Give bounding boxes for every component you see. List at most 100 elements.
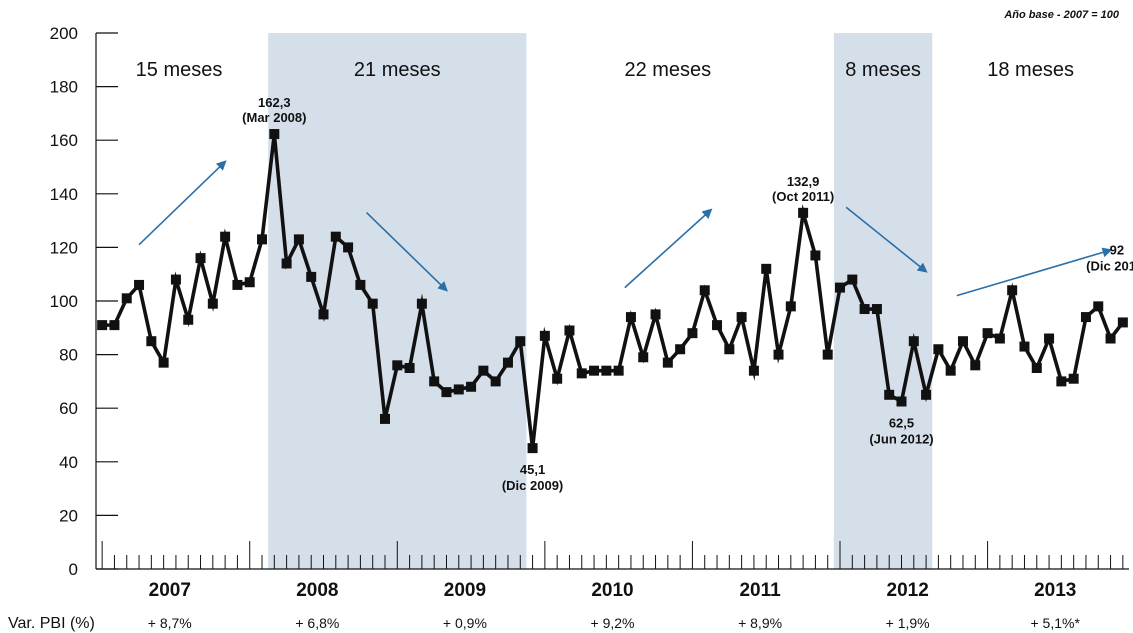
data-point-16 (293, 234, 304, 245)
data-point-35 (527, 443, 538, 454)
data-point-50 (712, 320, 723, 331)
axes: 0 20 40 60 80 100 120 140 160 180 200 2007 2008 2009 2… (50, 24, 1129, 601)
year-label-2008: 2008 (296, 580, 338, 601)
pbi-row-label: Var. PBI (%) (8, 615, 95, 632)
data-point-76 (1031, 363, 1042, 373)
data-point-70 (957, 336, 968, 347)
data-point-73 (994, 333, 1005, 344)
data-point-58 (810, 250, 821, 261)
trend-arrow-3 (624, 208, 713, 289)
y-tick-label-80: 80 (59, 346, 78, 365)
data-point-23 (379, 413, 390, 424)
pbi-value-2012: + 1,9% (886, 615, 930, 631)
year-label-2012: 2012 (887, 580, 929, 601)
data-point-2 (121, 293, 132, 304)
data-point-75 (1019, 341, 1030, 352)
y-tick-label-0: 0 (69, 560, 78, 579)
data-point-11 (232, 279, 243, 290)
data-point-65 (896, 396, 907, 407)
data-point-12 (244, 277, 255, 288)
data-point-41 (601, 365, 612, 376)
data-point-21 (355, 279, 366, 290)
y-tick-label-100: 100 (50, 292, 78, 311)
data-point-69 (945, 365, 956, 376)
year-label-2007: 2007 (149, 580, 191, 601)
data-point-28 (441, 387, 452, 398)
y-tick-label-40: 40 (59, 453, 78, 472)
shaded-periods (268, 33, 933, 569)
year-label-2011: 2011 (739, 580, 781, 601)
data-point-53 (748, 365, 759, 376)
shaded-period-1 (268, 33, 527, 569)
data-point-25 (404, 363, 415, 373)
data-point-13 (257, 234, 268, 245)
series-line (97, 129, 1128, 454)
data-point-52 (736, 312, 747, 323)
data-point-71 (970, 360, 981, 371)
data-point-61 (847, 274, 858, 285)
data-point-79 (1068, 373, 1079, 384)
data-point-6 (170, 274, 181, 285)
pbi-value-2013: + 5,1%* (1030, 615, 1080, 631)
data-point-15 (281, 258, 292, 269)
year-label-2009: 2009 (444, 580, 486, 601)
phase-label-2: 21 meses (354, 59, 441, 81)
annotation-date-4: (Jun 2012) (869, 432, 933, 447)
data-point-36 (539, 330, 550, 341)
data-point-49 (699, 285, 710, 296)
annotation-date-5: (Dic 2013) (1086, 258, 1133, 273)
data-point-63 (871, 304, 882, 315)
trend-arrow-2 (365, 211, 448, 292)
data-point-64 (884, 389, 895, 400)
data-point-81 (1093, 301, 1104, 312)
annotation-date-3: (Oct 2011) (772, 189, 834, 204)
data-point-20 (343, 242, 354, 253)
trend-arrow-1 (138, 160, 227, 246)
data-point-31 (478, 365, 489, 376)
pbi-row: Var. PBI (%) + 8,7% + 6,8% + 0,9% + 9,2% + 8,… (8, 615, 1080, 632)
data-point-67 (921, 389, 932, 400)
trend-arrow-5 (956, 247, 1113, 297)
data-point-40 (589, 365, 600, 376)
year-label-2010: 2010 (591, 580, 633, 601)
y-tick-label-180: 180 (50, 78, 78, 97)
data-point-1 (109, 320, 120, 331)
data-point-39 (576, 368, 587, 379)
data-point-4 (146, 336, 157, 347)
data-point-54 (761, 263, 772, 274)
phase-labels: 15 meses 21 meses 22 meses 8 meses 18 meses (136, 59, 1074, 81)
annotation-value-1: 162,3 (258, 95, 291, 110)
data-point-29 (453, 384, 464, 395)
data-point-66 (908, 336, 919, 347)
data-point-55 (773, 349, 784, 360)
data-point-30 (466, 381, 477, 392)
data-point-42 (613, 365, 624, 376)
data-point-82 (1105, 333, 1116, 344)
annotation-value-3: 132,9 (787, 174, 820, 189)
data-point-48 (687, 328, 698, 339)
phase-label-4: 8 meses (845, 59, 921, 81)
data-point-8 (195, 253, 206, 264)
data-point-74 (1007, 285, 1018, 296)
data-point-18 (318, 309, 329, 320)
data-point-83 (1117, 317, 1128, 328)
pbi-value-2009: + 0,9% (443, 615, 487, 631)
data-point-45 (650, 309, 661, 320)
data-point-26 (416, 298, 427, 309)
base-year-note: Año base - 2007 = 100 (1003, 9, 1120, 21)
trend-arrow-4 (845, 206, 928, 273)
phase-label-3: 22 meses (624, 59, 711, 81)
pbi-value-2010: + 9,2% (591, 615, 635, 631)
data-point-60 (835, 282, 846, 293)
data-point-32 (490, 376, 501, 387)
trend-arrows (138, 160, 1113, 297)
pbi-value-2011: + 8,9% (738, 615, 782, 631)
data-point-9 (207, 298, 218, 309)
data-point-68 (933, 344, 944, 355)
data-point-62 (859, 304, 870, 315)
data-point-10 (220, 231, 231, 242)
pbi-value-2008: + 6,8% (295, 615, 339, 631)
year-label-2013: 2013 (1034, 580, 1076, 601)
data-point-44 (638, 352, 649, 363)
